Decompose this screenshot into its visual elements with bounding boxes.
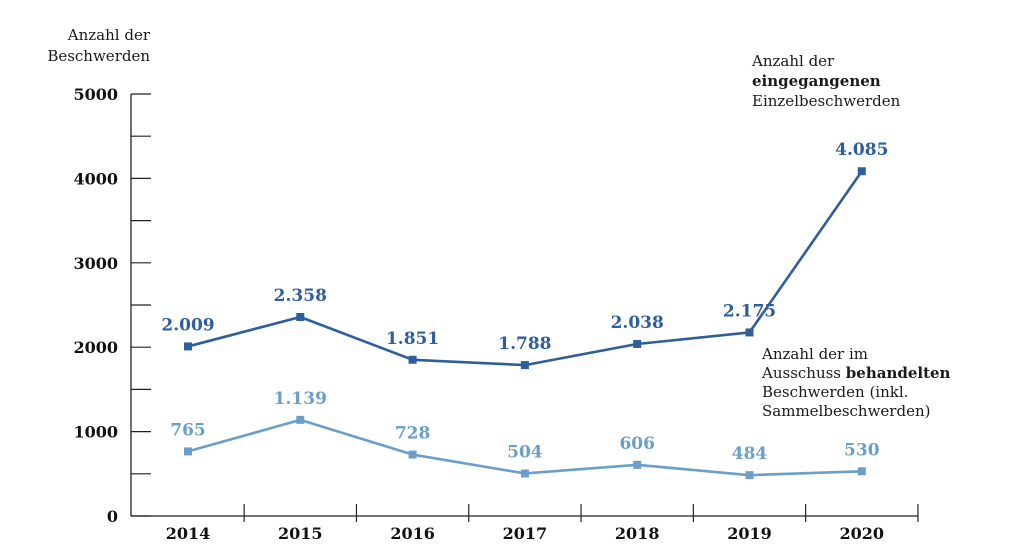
annotation-series-2-line-2: Ausschuss behandelten <box>761 364 951 382</box>
series-2-data-label: 606 <box>619 434 655 454</box>
series-2-data-label: 504 <box>507 442 543 462</box>
y-tick-label: 2000 <box>73 338 118 357</box>
annotation-series-1-line-1: Anzahl der <box>751 52 835 70</box>
series-1-data-label: 2.009 <box>161 315 214 335</box>
series-1-data-label: 2.038 <box>611 313 664 333</box>
x-tick-label: 2019 <box>727 524 772 543</box>
x-axis-ticks: 2014 2015 2016 2017 2018 2019 2020 <box>166 504 919 543</box>
y-axis-label-line-2: Beschwerden <box>47 47 150 65</box>
y-axis-label-line-1: Anzahl der <box>67 26 151 44</box>
x-tick-label: 2015 <box>278 524 323 543</box>
series-2-data-label: 728 <box>395 424 431 444</box>
annotation-series-1-line-3: Einzelbeschwerden <box>752 92 901 110</box>
series-1-data-label: 4.085 <box>835 140 888 160</box>
annotation-series-2-word-behandelten: behandelten <box>846 364 951 382</box>
y-axis-ticks: 0 1000 2000 3000 4000 5000 <box>73 85 151 526</box>
series-2-point <box>520 469 529 478</box>
series-2-point <box>633 460 642 469</box>
series-1-data-label: 2.175 <box>723 301 776 321</box>
x-tick-label: 2017 <box>503 524 548 543</box>
y-tick-label: 1000 <box>73 423 118 442</box>
series-2-data-label: 484 <box>732 444 768 464</box>
annotation-series-2-word-ausschuss: Ausschuss <box>761 364 841 382</box>
annotation-series-1-line-2: eingegangenen <box>752 72 881 90</box>
y-tick-label: 4000 <box>73 169 118 188</box>
series-1-point <box>520 361 529 370</box>
x-tick-label: 2014 <box>166 524 211 543</box>
series-2-point <box>408 450 417 459</box>
annotation-series-2-line-4: Sammelbeschwerden) <box>762 402 930 420</box>
series-2-data-label: 1.139 <box>274 389 327 409</box>
series-1-point <box>408 355 417 364</box>
series-2-data-label: 765 <box>170 420 206 440</box>
series-2-point <box>857 467 866 476</box>
series-1-point <box>857 167 866 176</box>
series-2-point <box>745 471 754 480</box>
series-1-point <box>745 328 754 337</box>
x-tick-label: 2020 <box>840 524 885 543</box>
series-group: 2.009 2.358 1.851 1.788 2.038 2.175 4.085 765 1.… <box>161 140 888 480</box>
annotation-series-2-line-1: Anzahl der im <box>761 345 868 363</box>
series-1-point <box>633 339 642 348</box>
annotation-series-2-line-3: Beschwerden (inkl. <box>762 383 908 401</box>
series-2-point <box>184 447 192 456</box>
series-1-data-label: 2.358 <box>274 286 327 306</box>
y-tick-label: 0 <box>107 507 118 526</box>
x-tick-label: 2018 <box>615 524 660 543</box>
y-tick-label: 5000 <box>73 85 118 104</box>
series-1-point <box>184 342 192 351</box>
series-2-point <box>296 415 305 424</box>
y-tick-label: 3000 <box>73 254 118 273</box>
series-1-point <box>296 312 305 321</box>
series-2-data-label: 530 <box>844 440 880 460</box>
series-1-data-label: 1.851 <box>386 329 439 349</box>
series-1-data-label: 1.788 <box>498 334 551 354</box>
x-tick-label: 2016 <box>390 524 435 543</box>
